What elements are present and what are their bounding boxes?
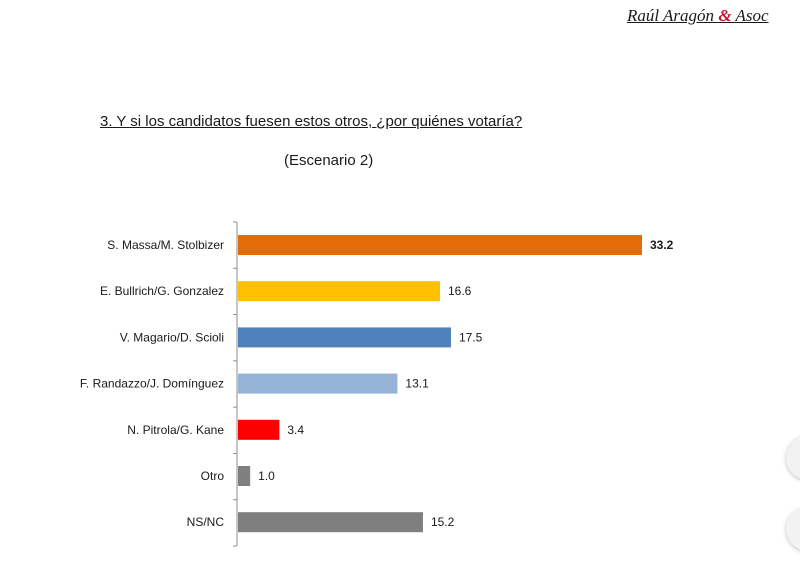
category-label: Otro	[201, 469, 225, 483]
data-label: 33.2	[650, 238, 674, 252]
data-label: 16.6	[448, 284, 472, 298]
chart-title: 3. Y si los candidatos fuesen estos otro…	[100, 113, 523, 130]
bar	[238, 373, 398, 394]
category-label: NS/NC	[187, 515, 225, 529]
bar	[238, 419, 280, 440]
category-label: E. Bullrich/G. Gonzalez	[100, 284, 224, 298]
category-label: V. Magario/D. Scioli	[120, 330, 224, 344]
category-label: N. Pitrola/G. Kane	[127, 423, 224, 437]
report-author-header: Raúl Aragón & Asoc	[627, 6, 769, 26]
author-name-part1: Raúl Aragón	[627, 6, 719, 25]
category-label: F. Randazzo/J. Domínguez	[80, 377, 224, 391]
bar	[238, 466, 251, 486]
data-label: 1.0	[258, 469, 275, 483]
scroll-control-button[interactable]	[786, 507, 800, 551]
data-label: 17.5	[459, 330, 483, 344]
bar	[238, 281, 440, 302]
data-label: 15.2	[431, 515, 455, 529]
author-name-part2: Asoc	[731, 6, 769, 25]
bar	[238, 235, 642, 255]
author-ampersand: &	[718, 6, 732, 25]
data-label: 13.1	[405, 377, 429, 391]
bar	[238, 512, 423, 533]
bar	[238, 327, 451, 348]
category-label: S. Massa/M. Stolbizer	[107, 238, 224, 252]
scroll-control-button[interactable]	[786, 436, 800, 480]
data-label: 3.4	[287, 423, 304, 437]
chart-subtitle: (Escenario 2)	[284, 152, 374, 169]
